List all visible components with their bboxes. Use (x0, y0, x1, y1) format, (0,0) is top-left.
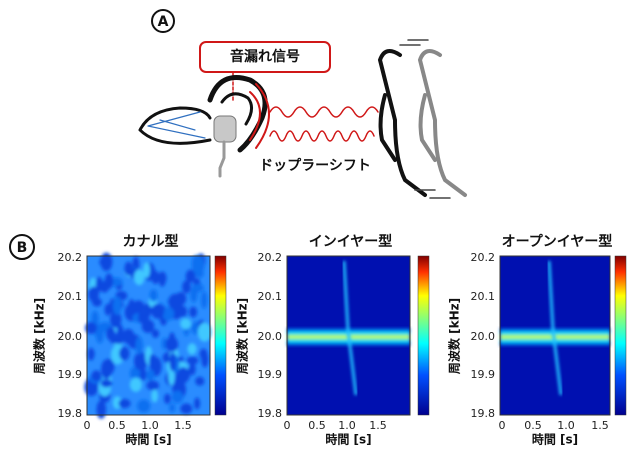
x-tick-label: 1.5 (591, 419, 609, 432)
heatmap-blob (162, 307, 174, 321)
figure: A 音漏れ信号 ドップラーシフト B カナル型 20.2 20.1 20.0 19.9 1… (0, 0, 632, 450)
heatmap-blob (178, 306, 187, 317)
heatmap-blob (187, 356, 199, 364)
panel-label: B (17, 240, 28, 256)
heatmap-blob (119, 347, 129, 361)
heatmap-blob (105, 273, 113, 289)
heatmap-blob (200, 349, 208, 360)
x-axis-label: 時間 [s] (532, 432, 578, 447)
heatmap-blob (137, 400, 150, 413)
heatmap-blob (122, 329, 134, 344)
heatmap-blob (159, 276, 165, 287)
x-tick-label: 0.5 (108, 419, 126, 432)
x-tick-label: 0 (84, 419, 91, 432)
y-tick-label: 19.8 (258, 407, 283, 420)
heatmap-blob (164, 393, 171, 404)
y-tick-label: 19.9 (471, 368, 496, 381)
colorbar (615, 256, 626, 415)
heatmap-blob (96, 400, 106, 418)
heatmap-blob (99, 258, 111, 266)
heatmap-blob (135, 337, 142, 355)
x-tick-label: 1.5 (174, 419, 192, 432)
x-tick-label: 0 (284, 419, 291, 432)
heatmap-blob (144, 303, 151, 319)
heatmap-blob (150, 289, 158, 301)
y-tick-label: 20.0 (58, 330, 83, 343)
heatmap-blob (113, 296, 122, 315)
heatmap-blob (195, 377, 204, 386)
heatmap-blob (88, 349, 95, 358)
heatmap-blob (130, 378, 142, 392)
heatmap-blob (134, 270, 145, 286)
y-axis-label: 周波数 [kHz] (447, 298, 462, 374)
y-tick-label: 20.1 (471, 290, 496, 303)
x-tick-label: 0.5 (524, 419, 542, 432)
plot-title: インイヤー型 (309, 233, 393, 250)
heatmap-blob (177, 367, 189, 383)
heatmap-blob (169, 332, 176, 349)
y-tick-label: 20.1 (258, 290, 283, 303)
heatmap-blob (189, 307, 197, 318)
y-tick-label: 19.8 (58, 407, 83, 420)
heatmap-blob (169, 352, 175, 371)
heatmap-blob (187, 343, 196, 354)
plot-title: カナル型 (123, 233, 179, 250)
heatmap-blob (192, 255, 205, 275)
y-tick-label: 20.2 (258, 251, 283, 264)
heatmap-blob (119, 399, 131, 408)
doppler-label: ドップラーシフト (259, 158, 371, 174)
heatmap-blob (194, 398, 200, 410)
heatmap-blob (180, 318, 191, 329)
heatmap-blob (146, 370, 155, 382)
y-tick-label: 20.2 (58, 251, 83, 264)
y-tick-label: 19.9 (58, 368, 83, 381)
heatmap-blob (101, 360, 112, 380)
heatmap-blob (104, 304, 111, 316)
heatmap-blob (169, 403, 175, 412)
x-axis-label: 時間 [s] (325, 432, 371, 447)
y-tick-label: 20.2 (471, 251, 496, 264)
heatmap-blob (180, 403, 192, 414)
ear-diagram: A 音漏れ信号 ドップラーシフト (140, 10, 465, 198)
heatmap-blob (168, 294, 181, 310)
heatmap-blob (91, 370, 101, 381)
y-tick-label: 19.8 (471, 407, 496, 420)
y-tick-label: 20.1 (58, 290, 83, 303)
x-axis-label: 時間 [s] (125, 432, 171, 447)
y-axis-label: 周波数 [kHz] (235, 298, 250, 374)
heatmap-blob (146, 381, 159, 391)
colorbar (215, 256, 226, 415)
heatmap-blob (106, 327, 115, 341)
x-tick-label: 0.5 (308, 419, 326, 432)
heatmap-blob (172, 390, 184, 403)
heatmap-blob (151, 304, 164, 319)
heatmap-blob (101, 379, 112, 387)
heatmap-blob (201, 291, 207, 308)
plot-title: オープンイヤー型 (502, 233, 613, 250)
x-tick-label: 1.0 (557, 419, 575, 432)
y-axis-label: 周波数 [kHz] (32, 298, 47, 374)
y-tick-label: 20.0 (258, 330, 283, 343)
heatmap-blob (192, 284, 204, 292)
heatmap-blob (151, 390, 158, 403)
heatmap-blob (143, 323, 153, 331)
colorbar (418, 256, 429, 415)
y-tick-label: 20.0 (471, 330, 496, 343)
signal-label: 音漏れ信号 (230, 48, 300, 65)
y-tick-label: 19.9 (258, 368, 283, 381)
x-tick-label: 0 (499, 419, 506, 432)
x-tick-label: 1.0 (338, 419, 356, 432)
x-tick-label: 1.0 (141, 419, 159, 432)
heatmap-blob (149, 354, 156, 371)
panel-label: A (158, 14, 169, 30)
x-tick-label: 1.5 (369, 419, 387, 432)
heatmap-blob (140, 368, 147, 381)
